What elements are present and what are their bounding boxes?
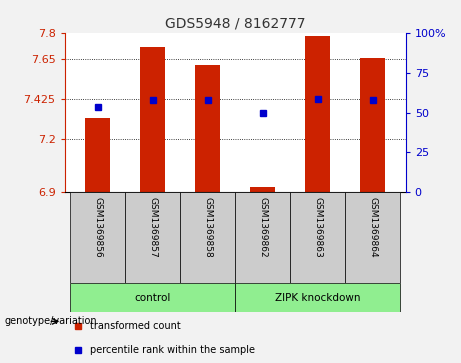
Bar — [70, 192, 125, 283]
Title: GDS5948 / 8162777: GDS5948 / 8162777 — [165, 16, 305, 30]
Bar — [235, 283, 400, 312]
Bar — [85, 118, 110, 192]
Bar — [235, 192, 290, 283]
Bar — [125, 192, 180, 283]
Text: control: control — [135, 293, 171, 303]
Bar — [70, 283, 235, 312]
Text: GSM1369857: GSM1369857 — [148, 197, 157, 258]
Bar — [195, 65, 220, 192]
Bar — [140, 47, 165, 192]
Text: ZIPK knockdown: ZIPK knockdown — [275, 293, 361, 303]
Text: GSM1369858: GSM1369858 — [203, 197, 212, 258]
Text: transformed count: transformed count — [90, 321, 181, 331]
Text: GSM1369856: GSM1369856 — [93, 197, 102, 258]
Bar — [250, 187, 275, 192]
Text: GSM1369863: GSM1369863 — [313, 197, 322, 258]
Text: GSM1369864: GSM1369864 — [368, 197, 377, 258]
Bar — [345, 192, 400, 283]
Text: percentile rank within the sample: percentile rank within the sample — [90, 345, 255, 355]
Bar — [361, 57, 385, 192]
Bar — [305, 36, 330, 192]
Text: GSM1369862: GSM1369862 — [258, 197, 267, 258]
Bar — [180, 192, 235, 283]
Text: genotype/variation: genotype/variation — [5, 316, 97, 326]
Bar — [290, 192, 345, 283]
